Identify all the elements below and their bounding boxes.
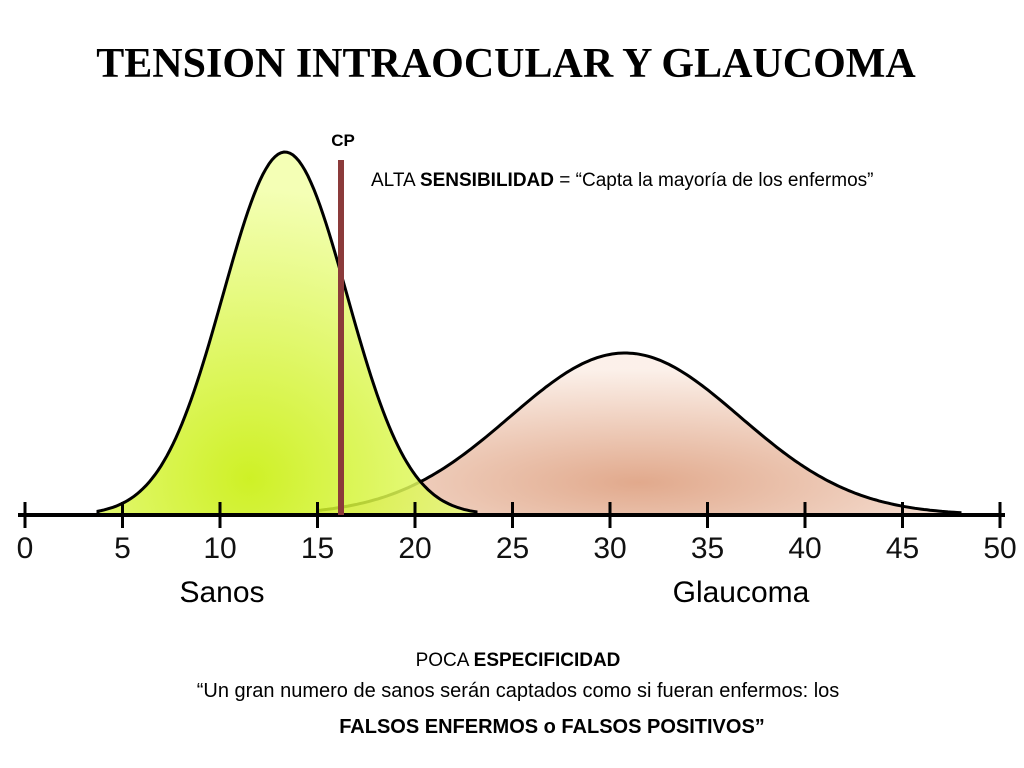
text: SENSIBILIDAD <box>419 170 555 191</box>
text: ESPECIFICIDAD <box>473 650 621 671</box>
specificity-line: “Un gran numero de sanos serán captados … <box>196 680 840 702</box>
healthy-curve <box>96 150 478 517</box>
text: ALTA <box>371 170 420 191</box>
specificity-heading: POCA ESPECIFICIDAD <box>0 650 1024 672</box>
tick-label: 45 <box>886 532 919 565</box>
tick-label: 15 <box>301 532 334 565</box>
tick-label: 35 <box>691 532 724 565</box>
tick-label: 30 <box>593 532 626 565</box>
tick-label: 20 <box>398 532 431 565</box>
tick-label: 25 <box>496 532 529 565</box>
tick-label: 10 <box>203 532 236 565</box>
tick-label: 40 <box>788 532 821 565</box>
tick-label: 50 <box>983 532 1016 565</box>
tick-label: 0 <box>17 532 34 565</box>
healthy-label: Sanos <box>179 576 264 609</box>
cutoff-label: CP <box>331 131 355 150</box>
glaucoma-curve <box>316 351 962 517</box>
text: = “Capta la mayoría de los enfermos” <box>554 170 874 191</box>
glaucoma-label: Glaucoma <box>673 576 810 609</box>
title: TENSION INTRAOCULAR Y GLAUCOMA <box>96 41 916 87</box>
text: POCA <box>415 650 474 671</box>
tick-label: 5 <box>114 532 131 565</box>
specificity-line: FALSOS ENFERMOS o FALSOS POSITIVOS” <box>339 716 765 738</box>
sensitivity-note: ALTA SENSIBILIDAD = “Capta la mayoría de… <box>371 170 873 192</box>
